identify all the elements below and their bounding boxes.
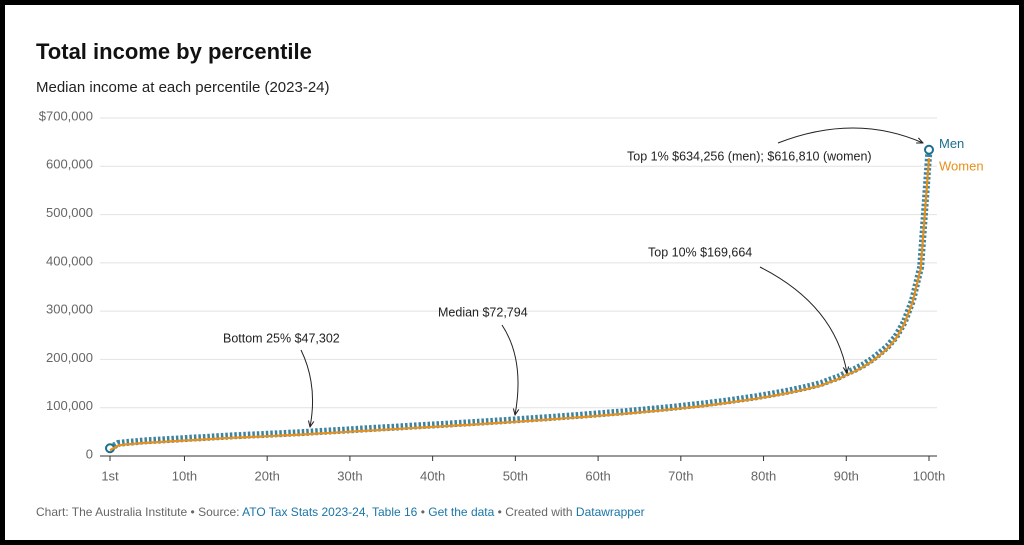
footer-separator: • xyxy=(498,505,502,519)
legend-label: Men xyxy=(939,136,964,151)
y-tick-label: 500,000 xyxy=(46,205,93,220)
x-tick-label: 80th xyxy=(751,468,776,483)
x-tick-label: 90th xyxy=(834,468,859,483)
x-tick-label: 70th xyxy=(668,468,693,483)
x-tick-label: 60th xyxy=(585,468,610,483)
footer-separator: • xyxy=(191,505,195,519)
x-tick-label: 1st xyxy=(101,468,119,483)
series-line xyxy=(108,149,933,452)
footer-data-link[interactable]: Get the data xyxy=(428,505,494,519)
legend-label: Women xyxy=(939,159,984,174)
x-tick-label: 100th xyxy=(913,468,946,483)
annotation-arrow xyxy=(300,349,313,427)
annotation-arrow xyxy=(501,324,518,415)
annotation-arrow xyxy=(759,266,847,373)
x-tick-label: 40th xyxy=(420,468,445,483)
annotation: Bottom 25% $47,302 xyxy=(223,331,340,345)
x-tick-label: 10th xyxy=(172,468,197,483)
chart-subtitle: Median income at each percentile (2023-2… xyxy=(36,79,330,96)
x-tick-label: 50th xyxy=(503,468,528,483)
footer-source-link[interactable]: ATO Tax Stats 2023-24, Table 16 xyxy=(242,505,418,519)
y-tick-label: 200,000 xyxy=(46,350,93,365)
annotation: Top 1% $634,256 (men); $616,810 (women) xyxy=(627,149,872,163)
y-tick-label: 100,000 xyxy=(46,398,93,413)
annotation-arrow xyxy=(777,127,923,143)
y-tick-label: 400,000 xyxy=(46,253,93,268)
x-tick-label: 20th xyxy=(255,468,280,483)
footer-separator: • xyxy=(421,505,425,519)
y-tick-label: 0 xyxy=(86,446,93,461)
svg-text:Chart: The Australia Institute: Chart: The Australia Institute • Source:… xyxy=(36,505,645,519)
series-line xyxy=(109,158,931,452)
annotation: Median $72,794 xyxy=(438,305,528,319)
y-tick-label: 300,000 xyxy=(46,302,93,317)
footer-created: Created with xyxy=(505,505,572,519)
footer-tool-link[interactable]: Datawrapper xyxy=(576,505,645,519)
y-tick-label: 600,000 xyxy=(46,157,93,172)
x-tick-label: 30th xyxy=(337,468,362,483)
chart: Total income by percentile Median income… xyxy=(36,39,984,519)
annotation: Top 10% $169,664 xyxy=(648,245,752,259)
footer-credit: Chart: The Australia Institute xyxy=(36,505,188,519)
chart-title: Total income by percentile xyxy=(36,39,312,64)
end-point xyxy=(924,144,934,155)
footer-source-label: Source: xyxy=(198,505,239,519)
y-tick-label: $700,000 xyxy=(39,108,93,123)
